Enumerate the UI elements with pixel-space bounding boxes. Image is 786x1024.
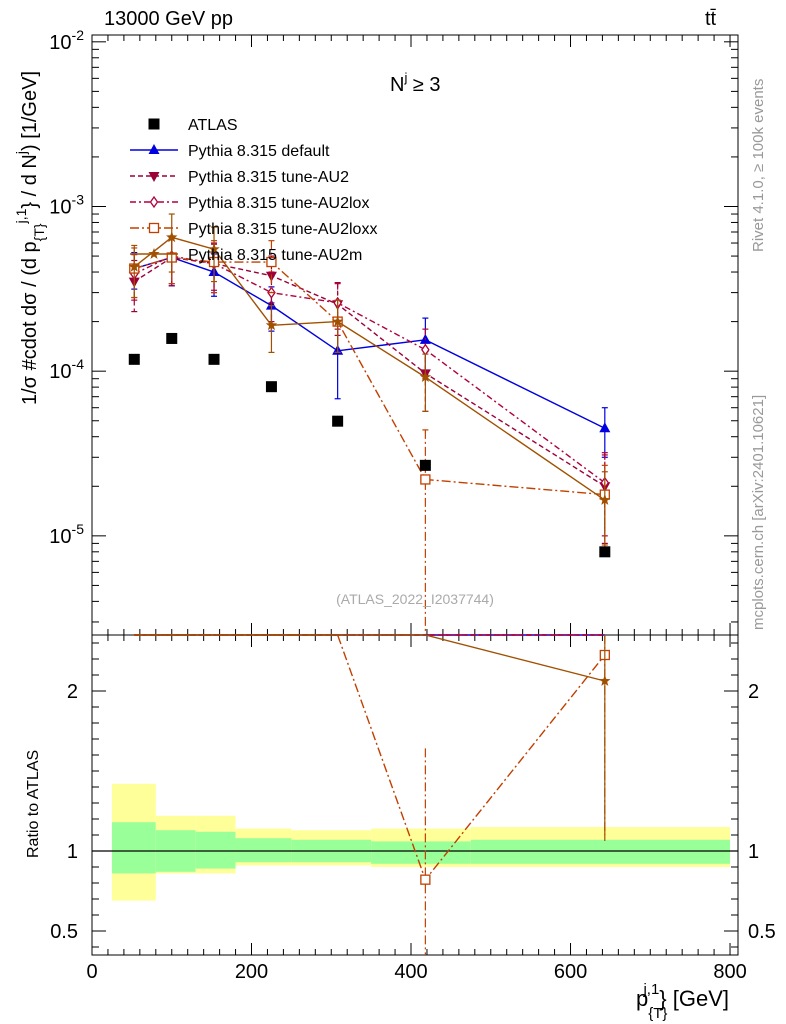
series-line — [133, 255, 606, 484]
series-pythia-8-315-tune-au2m — [128, 213, 611, 549]
x-tick-label: 800 — [713, 961, 746, 983]
data-point — [419, 459, 431, 471]
data-point — [419, 371, 432, 382]
ratio-tick-label-right: 0.5 — [748, 921, 776, 943]
header-left: 13000 GeV pp — [104, 8, 233, 30]
y-tick-label: 10-3 — [49, 191, 84, 218]
data-point — [332, 415, 344, 427]
legend-entry: Pythia 8.315 default — [130, 143, 330, 160]
stat-uncertainty-band — [235, 838, 292, 863]
legend-label: Pythia 8.315 tune-AU2 — [188, 169, 349, 186]
legend-marker — [148, 144, 160, 154]
legend-entry: Pythia 8.315 tune-AU2lox — [130, 195, 369, 212]
ratio-line — [134, 634, 605, 682]
series-line — [133, 236, 606, 501]
ratio-y-axis-label: Ratio to ATLAS — [25, 750, 42, 858]
stat-uncertainty-band — [195, 831, 236, 869]
stat-uncertainty-band — [111, 822, 156, 874]
data-point — [420, 474, 431, 485]
header-right: tt̄ — [705, 8, 717, 30]
legend-label: ATLAS — [188, 117, 238, 134]
rivet-label: Rivet 4.1.0, ≥ 100k events — [750, 79, 767, 252]
data-point — [599, 546, 611, 558]
legend-label: Pythia 8.315 tune-AU2loxx — [188, 221, 377, 238]
data-point — [128, 353, 140, 365]
data-point — [265, 319, 278, 331]
legend-label: Pythia 8.315 tune-AU2m — [188, 247, 362, 264]
plot-title: Nj ≥ 3 — [390, 70, 441, 96]
legend-entry: ATLAS — [148, 117, 238, 134]
series-pythia-8-315-tune-au2loxx — [129, 237, 610, 636]
y-tick-label: 10-2 — [49, 27, 84, 54]
data-point — [128, 260, 140, 272]
legend-entry: Pythia 8.315 tune-AU2 — [130, 169, 349, 186]
legend-entry: Pythia 8.315 tune-AU2loxx — [130, 221, 377, 238]
ratio-tick-label-left: 0.5 — [50, 921, 78, 943]
series-pythia-8-315-tune-au2lox — [129, 235, 610, 537]
data-point — [208, 243, 220, 255]
series-atlas — [128, 332, 611, 558]
data-point — [265, 381, 277, 393]
ratio-panel-frame — [91, 634, 739, 956]
data-point — [421, 343, 430, 356]
y-tick-label: 10-4 — [49, 356, 84, 383]
x-tick-label: 200 — [235, 961, 268, 983]
x-tick-label: 600 — [554, 961, 587, 983]
series-line — [134, 256, 605, 496]
data-point — [166, 332, 178, 344]
x-axis-label: p{T}j,1} [GeV] — [636, 981, 729, 1022]
legend-entry: Pythia 8.315 tune-AU2m — [130, 247, 362, 264]
legend-marker — [149, 195, 159, 209]
data-point — [266, 256, 277, 268]
ratio-series-group — [134, 634, 611, 955]
ratio-tick-label-right: 1 — [748, 841, 759, 863]
series-pythia-8-315-default — [128, 236, 611, 458]
y-tick-label: 10-5 — [49, 521, 84, 548]
legend-label: Pythia 8.315 default — [188, 143, 330, 160]
legend-marker — [148, 248, 160, 259]
x-tick-label: 0 — [86, 961, 97, 983]
ratio-tick-label-right: 2 — [748, 681, 759, 703]
legend-marker — [148, 118, 160, 130]
ratio-series-pythia-8-315-tune-au2loxx — [134, 634, 610, 955]
y-axis-label: 1/σ #cdot dσ / (d p{T}j,1} / d Nj) [1/Ge… — [13, 71, 47, 405]
ratio-point — [599, 675, 611, 686]
data-point — [166, 231, 178, 243]
ratio-point — [420, 874, 431, 885]
ratio-tick-label-left: 2 — [67, 681, 78, 703]
mcplots-label: mcplots.cern.ch [arXiv:2401.10621] — [750, 395, 767, 630]
data-point — [599, 494, 611, 505]
legend-marker — [148, 172, 160, 182]
legend-label: Pythia 8.315 tune-AU2lox — [188, 195, 369, 212]
ratio-tick-label-left: 1 — [67, 841, 78, 863]
series-group — [128, 213, 611, 636]
stat-uncertainty-band — [371, 841, 471, 864]
stat-uncertainty-band — [470, 839, 731, 864]
axis-ticks: 0 200 400 600 800 10-5 10-4 10-3 10-2 0.5 0.5 1 1 2 2 — [49, 27, 776, 983]
data-point — [208, 353, 220, 365]
data-point — [599, 422, 611, 433]
analysis-label: (ATLAS_2022_I2037744) — [336, 591, 494, 607]
series-pythia-8-315-tune-au2 — [128, 236, 611, 544]
data-point — [331, 315, 344, 327]
series-line — [134, 256, 606, 429]
legend: ATLAS Pythia 8.315 default Pythia 8.315 tu… — [130, 117, 377, 264]
legend-marker — [148, 222, 160, 234]
ratio-series-pythia-8-315-tune-au2m — [134, 634, 611, 841]
x-tick-label: 400 — [394, 961, 427, 983]
ratio-uncertainty-bands — [92, 783, 738, 901]
